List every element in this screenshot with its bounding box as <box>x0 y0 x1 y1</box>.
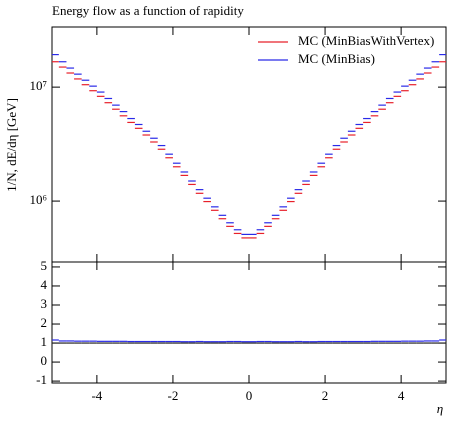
plot-frame <box>51 26 447 263</box>
y-tick-label: 10⁶ <box>29 192 47 207</box>
y-tick-label: -1 <box>36 372 47 387</box>
plot-frame <box>51 261 447 384</box>
y-tick-label: 4 <box>41 277 48 292</box>
x-tick-label: -2 <box>168 388 179 403</box>
legend-label: MC (MinBias) <box>298 51 375 66</box>
y-tick-label: 0 <box>41 353 48 368</box>
y-tick-label: 10⁷ <box>29 78 47 93</box>
x-tick-label: 2 <box>322 388 329 403</box>
y-tick-label: 5 <box>41 258 48 273</box>
y-tick-label: 2 <box>41 315 48 330</box>
x-tick-label: 0 <box>246 388 253 403</box>
x-tick-label: 4 <box>398 388 405 403</box>
y-tick-label: 1 <box>41 334 48 349</box>
x-tick-label: -4 <box>91 388 102 403</box>
y-tick-label: 3 <box>41 296 48 311</box>
legend-label: MC (MinBiasWithVertex) <box>298 33 434 48</box>
y-axis-label: 1/N, dE/dη [GeV] <box>4 98 19 192</box>
x-axis-label: η <box>437 401 443 416</box>
chart-title: Energy flow as a function of rapidity <box>52 3 244 18</box>
